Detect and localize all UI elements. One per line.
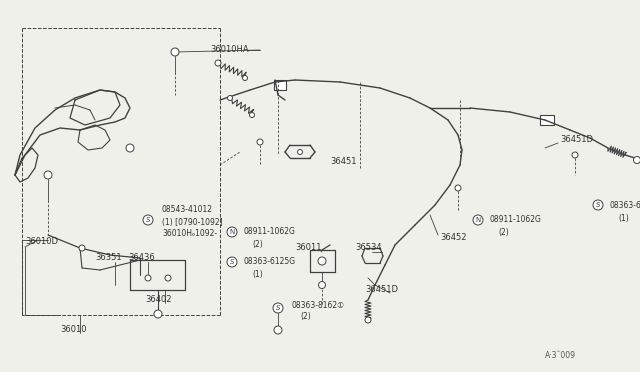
- Circle shape: [365, 317, 371, 323]
- Text: 36010Hₒ1092-: 36010Hₒ1092-: [162, 230, 217, 238]
- Text: 36534: 36534: [355, 244, 381, 253]
- Text: 08911-1062G: 08911-1062G: [244, 228, 296, 237]
- Text: 36351: 36351: [95, 253, 122, 263]
- Text: 36451: 36451: [330, 157, 356, 167]
- Bar: [274, 80, 286, 90]
- Text: S: S: [276, 305, 280, 311]
- Text: (1): (1): [618, 214, 628, 222]
- Text: 08911-1062G: 08911-1062G: [490, 215, 542, 224]
- Circle shape: [298, 150, 303, 154]
- Text: (2): (2): [498, 228, 509, 237]
- Text: N: N: [229, 229, 235, 235]
- Text: (2): (2): [300, 312, 311, 321]
- Text: (1): (1): [252, 269, 263, 279]
- Circle shape: [250, 112, 255, 118]
- Text: 36451D: 36451D: [560, 135, 593, 144]
- Circle shape: [257, 139, 263, 145]
- Circle shape: [227, 96, 232, 100]
- Text: 36451D: 36451D: [365, 285, 398, 295]
- Text: A·3ˆ009: A·3ˆ009: [545, 352, 576, 360]
- Bar: [540, 115, 554, 125]
- Circle shape: [634, 157, 640, 164]
- Text: S: S: [146, 217, 150, 223]
- Circle shape: [227, 257, 237, 267]
- Text: 08363-8162①: 08363-8162①: [292, 301, 345, 310]
- Circle shape: [145, 275, 151, 281]
- Circle shape: [143, 215, 153, 225]
- Circle shape: [473, 215, 483, 225]
- Circle shape: [274, 326, 282, 334]
- Text: (2): (2): [252, 240, 263, 248]
- Text: 08363-6125G: 08363-6125G: [610, 201, 640, 209]
- Circle shape: [215, 60, 221, 66]
- Text: 36452: 36452: [440, 234, 467, 243]
- Text: 36010: 36010: [60, 326, 86, 334]
- Circle shape: [154, 310, 162, 318]
- Circle shape: [165, 275, 171, 281]
- Circle shape: [44, 171, 52, 179]
- Circle shape: [126, 144, 134, 152]
- Circle shape: [319, 282, 326, 289]
- Text: S: S: [230, 259, 234, 265]
- Text: 08363-6125G: 08363-6125G: [244, 257, 296, 266]
- Text: S: S: [596, 202, 600, 208]
- Circle shape: [227, 227, 237, 237]
- Text: 36436: 36436: [128, 253, 155, 263]
- Circle shape: [455, 185, 461, 191]
- Text: 36010D: 36010D: [25, 237, 58, 247]
- Text: N: N: [476, 217, 481, 223]
- Circle shape: [79, 245, 85, 251]
- Circle shape: [593, 200, 603, 210]
- Text: 08543-41012: 08543-41012: [162, 205, 213, 215]
- Circle shape: [171, 48, 179, 56]
- Circle shape: [243, 76, 248, 80]
- Text: 36010HA: 36010HA: [210, 45, 248, 55]
- Circle shape: [318, 257, 326, 265]
- Text: 36011: 36011: [295, 244, 321, 253]
- Text: 36402: 36402: [145, 295, 172, 305]
- Circle shape: [572, 152, 578, 158]
- Text: (1) [0790-1092]: (1) [0790-1092]: [162, 218, 223, 227]
- Circle shape: [273, 303, 283, 313]
